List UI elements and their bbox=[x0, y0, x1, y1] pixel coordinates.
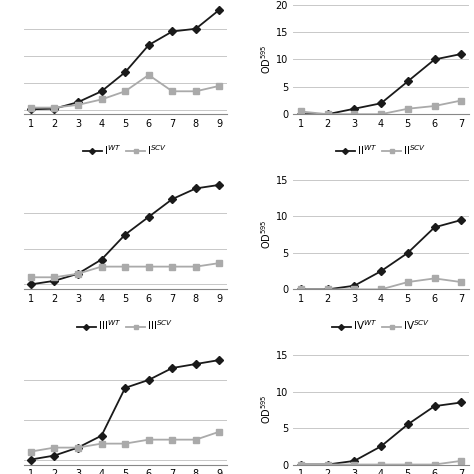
Legend: I$^{WT}$, I$^{SCV}$: I$^{WT}$, I$^{SCV}$ bbox=[79, 139, 172, 161]
Legend: II$^{WT}$, II$^{SCV}$: II$^{WT}$, II$^{SCV}$ bbox=[332, 139, 430, 161]
Legend: III$^{WT}$, III$^{SCV}$: III$^{WT}$, III$^{SCV}$ bbox=[73, 314, 178, 337]
Y-axis label: OD$^{595}$: OD$^{595}$ bbox=[259, 45, 273, 74]
Legend: IV$^{WT}$, IV$^{SCV}$: IV$^{WT}$, IV$^{SCV}$ bbox=[328, 314, 435, 337]
Y-axis label: OD$^{595}$: OD$^{595}$ bbox=[259, 395, 273, 425]
Y-axis label: OD$^{595}$: OD$^{595}$ bbox=[259, 220, 273, 249]
